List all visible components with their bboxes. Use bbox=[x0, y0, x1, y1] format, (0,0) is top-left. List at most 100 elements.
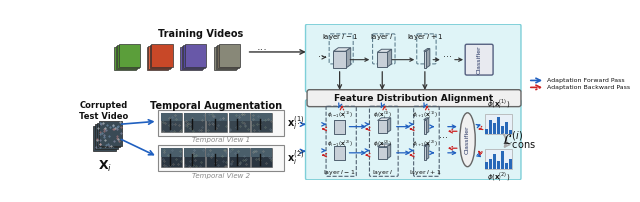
Text: ...: ... bbox=[294, 116, 303, 126]
Bar bbox=[252, 113, 272, 121]
Text: $\phi_{l+1}(\mathbf{x}_i^{(1)})$: $\phi_{l+1}(\mathbf{x}_i^{(1)})$ bbox=[412, 110, 438, 121]
Polygon shape bbox=[424, 144, 429, 146]
Bar bbox=[229, 148, 250, 157]
Polygon shape bbox=[378, 144, 390, 147]
FancyBboxPatch shape bbox=[305, 24, 521, 92]
Text: Temporal View 2: Temporal View 2 bbox=[192, 173, 250, 179]
Bar bbox=[229, 113, 250, 121]
Bar bbox=[206, 148, 227, 157]
FancyBboxPatch shape bbox=[158, 110, 284, 136]
Bar bbox=[184, 148, 205, 167]
Polygon shape bbox=[333, 48, 351, 51]
Bar bbox=[147, 47, 168, 70]
Ellipse shape bbox=[460, 113, 476, 167]
Bar bbox=[497, 161, 500, 169]
Text: Corrupted
Test Video: Corrupted Test Video bbox=[79, 101, 128, 121]
Bar bbox=[148, 46, 170, 69]
Bar bbox=[206, 113, 227, 121]
Polygon shape bbox=[387, 49, 392, 67]
FancyBboxPatch shape bbox=[158, 145, 284, 171]
Polygon shape bbox=[377, 49, 392, 52]
FancyBboxPatch shape bbox=[307, 90, 521, 107]
Bar bbox=[214, 47, 236, 70]
Bar bbox=[93, 126, 116, 150]
Bar bbox=[99, 121, 122, 146]
Text: $\mathbf{x}_i^{(1)}$: $\mathbf{x}_i^{(1)}$ bbox=[287, 114, 305, 132]
Text: ...: ... bbox=[318, 49, 327, 59]
FancyBboxPatch shape bbox=[305, 100, 521, 180]
Bar bbox=[116, 46, 138, 69]
Bar bbox=[161, 113, 182, 121]
Text: layer $l$: layer $l$ bbox=[372, 168, 393, 177]
Polygon shape bbox=[333, 51, 346, 68]
Text: layer $l+1$: layer $l+1$ bbox=[409, 168, 441, 177]
Bar bbox=[161, 148, 182, 157]
Bar bbox=[252, 113, 272, 132]
Bar bbox=[509, 159, 512, 169]
Bar bbox=[493, 123, 496, 134]
Bar bbox=[489, 159, 492, 169]
Bar bbox=[184, 148, 205, 157]
Bar bbox=[217, 45, 239, 68]
Bar bbox=[95, 124, 118, 149]
Bar bbox=[151, 44, 173, 67]
Polygon shape bbox=[378, 118, 390, 120]
Bar bbox=[485, 162, 488, 169]
Polygon shape bbox=[387, 144, 390, 159]
Polygon shape bbox=[424, 48, 430, 51]
Bar bbox=[216, 46, 237, 69]
Text: Adaptation Forward Pass: Adaptation Forward Pass bbox=[547, 78, 625, 83]
Bar bbox=[184, 113, 205, 132]
Polygon shape bbox=[334, 146, 345, 160]
Polygon shape bbox=[387, 118, 390, 133]
Text: Temporal Augmentation: Temporal Augmentation bbox=[150, 101, 282, 111]
Bar bbox=[493, 154, 496, 169]
Polygon shape bbox=[424, 51, 426, 68]
Polygon shape bbox=[377, 52, 387, 67]
Text: $\phi(\mathbf{x}_i^{(1)})$: $\phi(\mathbf{x}_i^{(1)})$ bbox=[487, 98, 510, 112]
Bar bbox=[219, 44, 241, 67]
Text: ...: ... bbox=[257, 42, 268, 52]
Bar bbox=[119, 44, 140, 67]
Bar bbox=[161, 113, 182, 132]
Bar bbox=[161, 148, 182, 167]
Text: ...: ... bbox=[439, 130, 448, 140]
Text: layer $l-1$: layer $l-1$ bbox=[321, 32, 358, 42]
Bar bbox=[183, 45, 205, 68]
Text: $\phi_{l-1}(\mathbf{x}_i^{(1)})$: $\phi_{l-1}(\mathbf{x}_i^{(1)})$ bbox=[326, 110, 353, 121]
Bar bbox=[509, 129, 512, 134]
Text: Training Videos: Training Videos bbox=[157, 29, 243, 39]
Bar bbox=[117, 45, 139, 68]
Text: $\phi_{l+1}(\mathbf{x}_i^{(2)})$: $\phi_{l+1}(\mathbf{x}_i^{(2)})$ bbox=[412, 139, 438, 150]
Bar bbox=[182, 46, 204, 69]
Bar bbox=[150, 45, 172, 68]
Polygon shape bbox=[424, 120, 426, 134]
Bar bbox=[501, 151, 504, 169]
Text: ...: ... bbox=[443, 49, 452, 59]
Text: $\phi_{l-1}(\mathbf{x}_i^{(2)})$: $\phi_{l-1}(\mathbf{x}_i^{(2)})$ bbox=[326, 139, 353, 150]
Bar bbox=[484, 149, 513, 169]
Text: Adaptation Backward Pass: Adaptation Backward Pass bbox=[547, 85, 630, 90]
Bar bbox=[184, 113, 205, 121]
Polygon shape bbox=[346, 48, 351, 68]
Bar bbox=[180, 47, 202, 70]
Text: $\phi(\mathbf{x}_i^{(2)})$: $\phi(\mathbf{x}_i^{(2)})$ bbox=[487, 170, 510, 185]
Bar bbox=[114, 47, 136, 70]
Text: layer $l$: layer $l$ bbox=[371, 32, 394, 42]
Polygon shape bbox=[424, 146, 426, 160]
Bar bbox=[184, 44, 206, 67]
Bar bbox=[489, 120, 492, 134]
Text: $\mathcal{L}_{\mathrm{cons}}^{(i)}$: $\mathcal{L}_{\mathrm{cons}}^{(i)}$ bbox=[502, 129, 536, 151]
Bar bbox=[485, 129, 488, 134]
Bar bbox=[252, 148, 272, 167]
Bar bbox=[206, 148, 227, 167]
Text: Feature Distribution Alignment: Feature Distribution Alignment bbox=[335, 94, 493, 103]
Bar bbox=[229, 148, 250, 167]
Bar bbox=[501, 126, 504, 134]
Text: $\mathbf{X}_i$: $\mathbf{X}_i$ bbox=[98, 159, 112, 174]
Bar bbox=[505, 163, 508, 169]
Polygon shape bbox=[426, 144, 429, 160]
Bar bbox=[97, 123, 120, 147]
Bar bbox=[497, 117, 500, 134]
Bar bbox=[484, 114, 513, 134]
